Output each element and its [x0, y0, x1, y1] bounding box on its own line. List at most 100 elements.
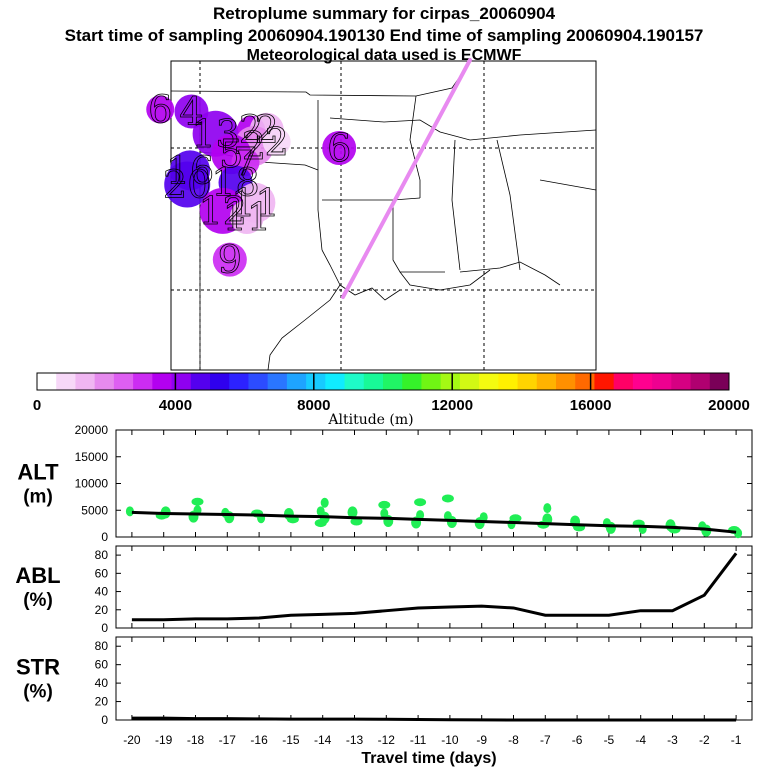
colorbar-cell — [536, 373, 557, 390]
plume-bubble — [164, 161, 211, 208]
plume-bubble — [146, 95, 175, 124]
x-tick-label: -1 — [731, 733, 742, 747]
panel-frame — [115, 545, 753, 629]
bubble-count-label: 6 — [327, 126, 351, 170]
colorbar-cell — [210, 373, 230, 390]
y-tick-label: 80 — [95, 639, 109, 653]
bubble-count-label: 11 — [231, 181, 279, 225]
panel-ylabel: ABL — [15, 563, 60, 588]
y-tick-label: 60 — [95, 566, 109, 580]
x-tick-label: -3 — [667, 733, 678, 747]
x-tick-label: -15 — [282, 733, 300, 747]
plume-bubble — [262, 127, 291, 156]
x-tick-label: -12 — [378, 733, 396, 747]
colorbar-cell — [690, 373, 711, 390]
plume-bubble — [322, 131, 357, 165]
colorbar-ticks: 0 4000 8000 12000 16000 20000 — [33, 373, 750, 414]
alt-point — [378, 500, 391, 509]
bubble-count-label: 11 — [223, 195, 271, 239]
str-line — [131, 716, 737, 722]
y-tick-label: 10000 — [75, 477, 109, 491]
colorbar-cell — [402, 373, 422, 390]
colorbar-cell — [325, 373, 346, 390]
bubble-count-label: 6 — [148, 87, 172, 131]
plume-trajectory — [341, 58, 472, 299]
map-grid — [171, 61, 596, 370]
panel-ylabel: ALT — [17, 460, 59, 485]
x-axis-label: Travel time (days) — [361, 750, 496, 767]
y-tick-label: 40 — [95, 585, 109, 599]
colorbar-cell — [286, 373, 307, 390]
alt-panel: 20000 15000 10000 5000 0 ALT(m) — [17, 423, 753, 544]
met-data-line: Meteorological data used is ECMWF — [246, 47, 522, 64]
colorbar-cell — [229, 373, 249, 390]
colorbar-cell — [94, 373, 115, 390]
bubble-count-label: 2 — [242, 124, 266, 168]
y-tick-label: 20000 — [75, 423, 109, 437]
figure-title: Retroplume summary for cirpas_20060904 — [212, 4, 556, 23]
bubble-count-label: 12 — [199, 189, 247, 233]
y-tick-label: 40 — [95, 676, 109, 690]
alt-point — [314, 519, 327, 528]
panel-ylabel: STR — [16, 655, 60, 680]
colorbar-cell — [306, 373, 326, 390]
map-frame — [170, 60, 597, 371]
colorbar-cell — [248, 373, 269, 390]
x-tick-label: -5 — [604, 733, 615, 747]
colorbar-cell — [632, 373, 653, 390]
bubble-count-label: 16 — [166, 148, 214, 192]
bubble-count-label: 20 — [163, 163, 211, 207]
x-tick-label: -17 — [219, 733, 237, 747]
plume-bubble — [229, 200, 264, 235]
colorbar-cell — [498, 373, 519, 390]
y-tick-label: 0 — [101, 530, 108, 544]
x-tick-label: -2 — [699, 733, 710, 747]
y-tick-label: 5000 — [81, 503, 108, 517]
x-tick-label: -8 — [508, 733, 519, 747]
colorbar-tick-label: 8000 — [297, 397, 330, 414]
colorbar-cell — [440, 373, 461, 390]
colorbar-tick-label: 16000 — [570, 397, 612, 414]
alt-point — [507, 519, 516, 530]
colorbar-cell — [75, 373, 96, 390]
x-tick-label: -7 — [540, 733, 551, 747]
x-tick-label: -11 — [410, 733, 427, 747]
colorbar-cell — [556, 373, 576, 390]
colorbar-cell — [517, 373, 538, 390]
colorbar-tick-label: 20000 — [708, 397, 750, 414]
alt-point — [414, 498, 427, 507]
travel-time-axis: -20 -19 -18 -17 -16 -15 -14 -13 -12 -11 -10 -9 -8 -7 -… — [123, 733, 742, 767]
panel-ylabel: (m) — [23, 487, 53, 508]
x-tick-label: -9 — [476, 733, 487, 747]
alt-mean-line — [131, 510, 737, 534]
colorbar-cell — [152, 373, 173, 390]
bubble-count-label: 18 — [211, 161, 259, 205]
bubble-count-label: 2 — [239, 108, 263, 152]
str-panel: 80 60 40 20 0 STR(%) — [16, 636, 753, 727]
colorbar-cell — [171, 373, 192, 390]
colorbar-cell — [671, 373, 692, 390]
x-tick-label: -14 — [314, 733, 332, 747]
bubble-count-label: 7 — [233, 140, 257, 184]
x-tick-label: -20 — [123, 733, 141, 747]
alt-point — [347, 506, 358, 519]
panel-frame — [115, 636, 753, 721]
alt-point — [350, 517, 363, 526]
x-tick-label: -13 — [346, 733, 364, 747]
bubble-count-label: 4 — [179, 89, 203, 133]
alt-point — [474, 517, 485, 530]
abl-panel: 80 60 40 20 0 ABL(%) — [15, 545, 753, 635]
colorbar-cell — [113, 373, 134, 390]
colorbar-tick-label: 4000 — [159, 397, 192, 414]
x-tick-label: -19 — [155, 733, 173, 747]
bubble-count-label: 2 — [255, 108, 279, 152]
bubble-count-label: 2 — [265, 120, 289, 164]
colorbar-cell — [594, 373, 615, 390]
y-tick-label: 20 — [95, 695, 109, 709]
x-tick-label: -18 — [187, 733, 205, 747]
colorbar-cell — [267, 373, 288, 390]
alt-point — [605, 521, 616, 534]
x-tick-label: -4 — [635, 733, 646, 747]
